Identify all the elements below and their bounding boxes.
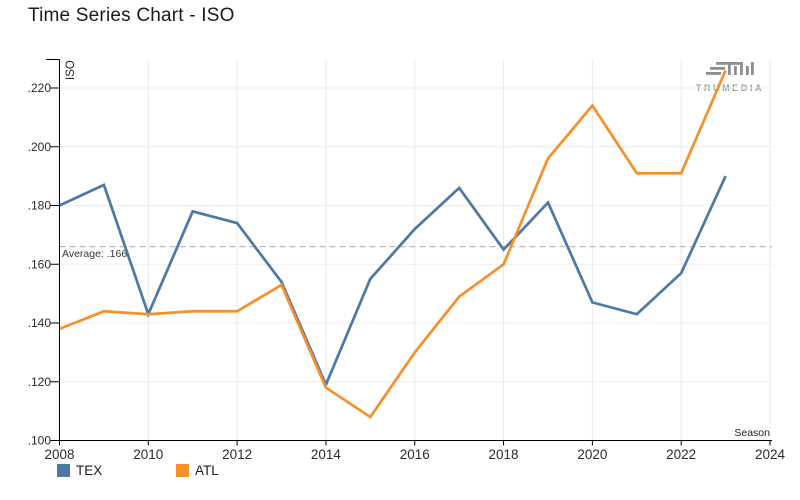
x-tick-label: 2008 xyxy=(44,447,74,462)
y-tick-label: .100 xyxy=(28,434,52,448)
y-tick-label: .120 xyxy=(28,375,52,389)
y-axis-title: ISO xyxy=(65,60,77,80)
page-title: Time Series Chart - ISO xyxy=(28,5,235,26)
legend-item-tex[interactable]: TEX xyxy=(57,463,102,478)
tex-color-swatch xyxy=(57,464,70,477)
legend-label-atl: ATL xyxy=(195,463,219,478)
legend-item-atl[interactable]: ATL xyxy=(176,463,219,478)
series-line-atl xyxy=(58,69,727,419)
x-tick-label: 2010 xyxy=(133,447,163,462)
x-axis-title: Season xyxy=(734,427,770,439)
x-tick-label: 2016 xyxy=(400,447,430,462)
y-tick-label: .200 xyxy=(28,140,52,154)
x-tick-label: 2018 xyxy=(489,447,519,462)
y-tick-label: .180 xyxy=(28,199,52,213)
trumedia-bars-icon xyxy=(706,62,754,75)
legend: TEX ATL xyxy=(0,463,800,487)
x-tick-label: 2014 xyxy=(311,447,342,462)
x-tick-label: 2024 xyxy=(755,447,786,462)
y-tick-label: .220 xyxy=(28,81,52,95)
x-tick-label: 2022 xyxy=(666,447,696,462)
average-label: Average: .166 xyxy=(62,248,127,260)
y-tick-label: .160 xyxy=(28,257,52,271)
y-tick-label: .140 xyxy=(28,316,52,330)
legend-label-tex: TEX xyxy=(76,463,103,478)
x-tick-label: 2012 xyxy=(222,447,252,462)
series-line-tex xyxy=(58,175,727,389)
atl-color-swatch xyxy=(176,464,189,477)
x-tick-label: 2020 xyxy=(577,447,607,462)
